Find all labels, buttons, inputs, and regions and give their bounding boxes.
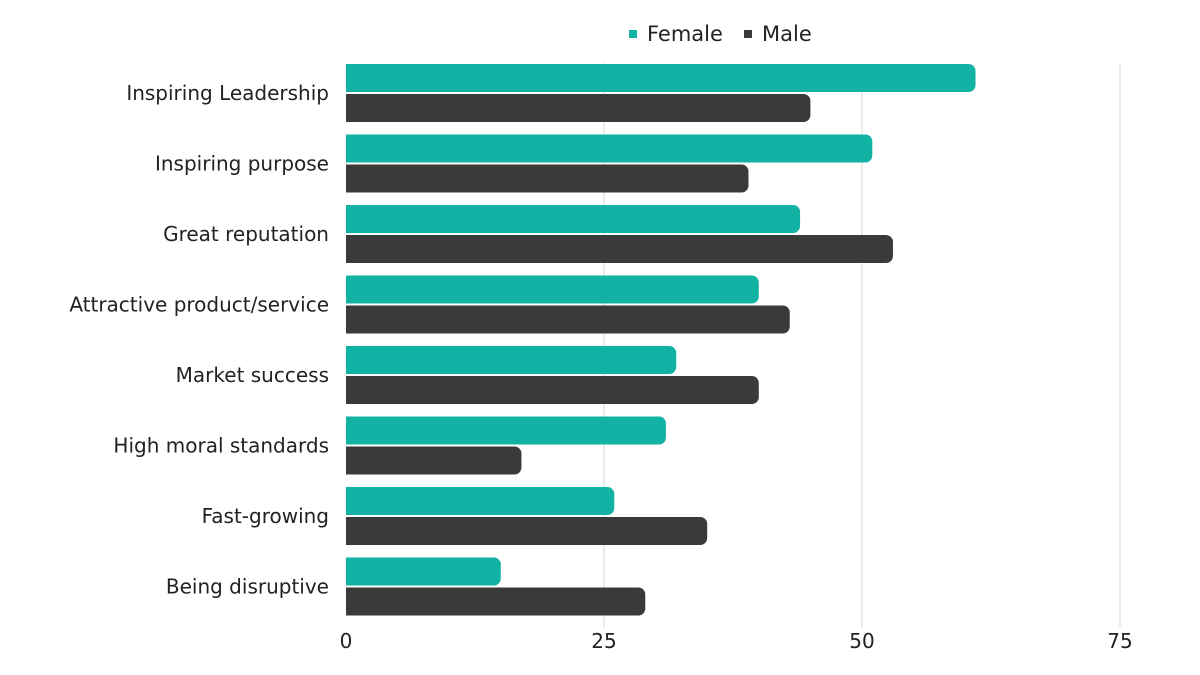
bar-female-5 bbox=[346, 416, 666, 445]
legend-swatch-female bbox=[629, 30, 637, 38]
x-tick-label: 50 bbox=[849, 629, 874, 653]
x-tick-label: 0 bbox=[340, 629, 353, 653]
bar-female-4 bbox=[346, 346, 677, 374]
category-label: Inspiring purpose bbox=[155, 152, 329, 176]
category-label: Attractive product/service bbox=[69, 293, 329, 317]
legend-label-male: Male bbox=[762, 22, 812, 46]
legend: Female Male bbox=[629, 22, 812, 46]
bars bbox=[346, 64, 976, 616]
bar-female-3 bbox=[346, 275, 759, 304]
bar-male-1 bbox=[346, 164, 749, 193]
legend-swatch-male bbox=[744, 30, 752, 38]
x-tick-label: 25 bbox=[591, 629, 616, 653]
category-label: Great reputation bbox=[163, 222, 329, 246]
bar-male-0 bbox=[346, 94, 811, 122]
bar-female-7 bbox=[346, 557, 501, 586]
bar-male-4 bbox=[346, 376, 759, 404]
x-axis-ticks: 0 25 50 75 bbox=[340, 629, 1133, 653]
bar-female-2 bbox=[346, 205, 801, 233]
bar-male-6 bbox=[346, 517, 708, 545]
bar-male-3 bbox=[346, 305, 790, 334]
bar-female-6 bbox=[346, 487, 615, 515]
category-label: Being disruptive bbox=[166, 575, 329, 599]
bar-male-2 bbox=[346, 235, 893, 263]
category-labels: Inspiring Leadership Inspiring purpose Gre… bbox=[69, 81, 329, 599]
bar-male-7 bbox=[346, 587, 646, 616]
category-label: Fast-growing bbox=[202, 504, 329, 528]
x-tick-label: 75 bbox=[1107, 629, 1132, 653]
bar-female-1 bbox=[346, 134, 873, 163]
legend-label-female: Female bbox=[647, 22, 723, 46]
bar-male-5 bbox=[346, 446, 522, 475]
category-label: High moral standards bbox=[113, 434, 329, 458]
bar-female-0 bbox=[346, 64, 976, 92]
category-label: Market success bbox=[176, 363, 329, 387]
category-label: Inspiring Leadership bbox=[126, 81, 329, 105]
